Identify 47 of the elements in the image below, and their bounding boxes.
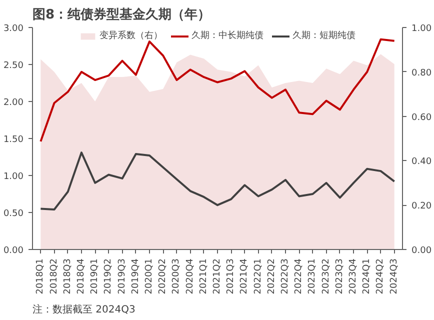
- y-tick-label: 0.00: [3, 246, 24, 256]
- x-tick-label: 2024Q1: [362, 258, 372, 294]
- x-tick-label: 2023Q1: [308, 258, 318, 294]
- x-tick-label: 2019Q3: [117, 258, 128, 294]
- x-tick-label: 2022Q2: [266, 258, 277, 294]
- line-series: [40, 38, 396, 142]
- x-tick-label: 2024Q2: [376, 258, 386, 294]
- y2-tick-label: 0.60: [412, 112, 432, 123]
- x-tick-label: 2020Q1: [144, 258, 154, 294]
- legend-label: 变异系数（右）: [100, 30, 162, 42]
- line-series: [40, 152, 396, 211]
- text: 注：数据截至 2024Q3: [32, 304, 136, 316]
- y-tick-label: 1.50: [3, 135, 24, 145]
- y2-tick-label: 0.40: [412, 157, 432, 168]
- y-tick-label: 0.50: [3, 209, 24, 219]
- y-tick-label: 3.00: [3, 24, 24, 34]
- x-tick-label: 2020Q2: [158, 258, 168, 294]
- x-tick-label: 2021Q4: [240, 258, 250, 294]
- y-tick-label: 2.00: [3, 98, 24, 108]
- x-tick-label: 2019Q1: [90, 258, 100, 294]
- x-tick-label: 2020Q4: [185, 258, 196, 294]
- x-tick-label: 2022Q3: [280, 258, 291, 294]
- x-tick-label: 2018Q3: [62, 258, 73, 294]
- x-tick-label: 2018Q4: [76, 258, 86, 294]
- x-tick-label: 2019Q2: [104, 258, 114, 294]
- x-tick-label: 2022Q4: [294, 258, 304, 294]
- x-tick-label: 2018Q2: [49, 258, 60, 294]
- x-tick-label: 2024Q3: [389, 258, 400, 294]
- x-tick-label: 2022Q1: [253, 258, 264, 294]
- y2-tick-label: 1.00: [412, 24, 432, 34]
- x-tick-label: 2023Q4: [348, 258, 359, 294]
- x-tick-label: 2021Q2: [212, 258, 222, 294]
- x-tick-label: 2021Q1: [198, 258, 209, 294]
- y-tick-label: 2.50: [3, 61, 24, 71]
- x-tick-label: 2020Q3: [172, 258, 182, 294]
- legend-label: 久期：中长期纯债: [192, 30, 264, 42]
- x-tick-label: 2023Q3: [334, 258, 345, 294]
- y2-tick-label: 0.80: [412, 68, 432, 78]
- x-tick-label: 2021Q3: [226, 258, 236, 294]
- chart-title: 图8：纯债券型基金久期（年）: [32, 8, 211, 22]
- x-tick-label: 2018Q1: [36, 258, 46, 294]
- x-tick-label: 2023Q2: [321, 258, 332, 294]
- x-tick-label: 2019Q4: [130, 258, 141, 294]
- y2-tick-label: 0.00: [412, 246, 432, 256]
- legend-label: 久期：短期纯债: [292, 30, 356, 42]
- y-tick-label: 1.00: [3, 172, 24, 182]
- y2-tick-label: 0.20: [412, 202, 432, 212]
